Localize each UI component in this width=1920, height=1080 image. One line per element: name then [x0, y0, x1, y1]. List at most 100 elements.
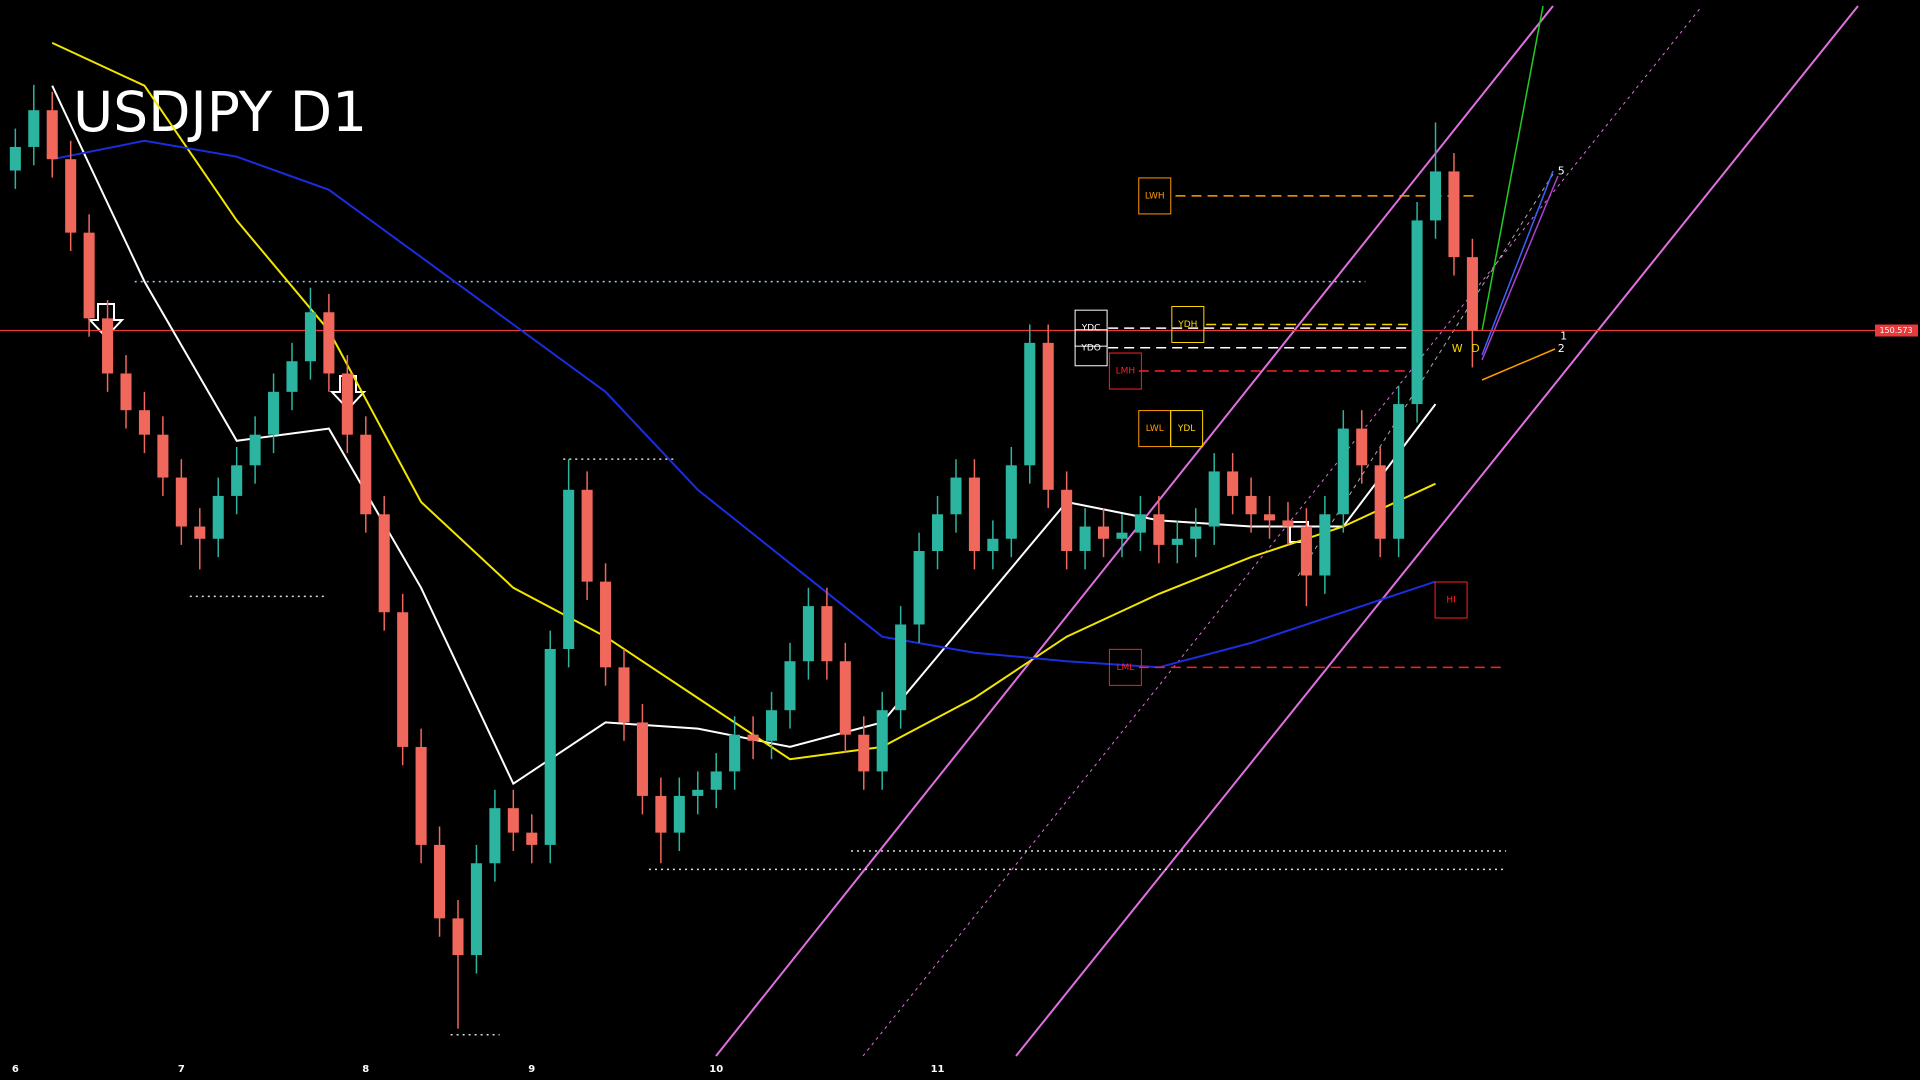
- level-box: [1108, 352, 1142, 390]
- candle-body: [895, 624, 907, 711]
- candle-body: [212, 495, 224, 539]
- candle-body: [470, 863, 482, 956]
- candle-body: [1263, 514, 1276, 521]
- candle-body: [268, 391, 280, 435]
- candle-body: [341, 373, 353, 435]
- candle-body: [194, 526, 206, 539]
- chart-title: USDJPY D1: [73, 80, 367, 144]
- candle-body: [415, 746, 427, 845]
- level-box: [1074, 309, 1108, 347]
- price-tag: [1875, 324, 1918, 337]
- annotation: 2: [1558, 342, 1565, 355]
- candle-body: [1393, 404, 1405, 539]
- trend-drawings: [87, 5, 1859, 1057]
- candle-body: [46, 110, 58, 160]
- price-tag-label: 150.573: [1879, 326, 1912, 335]
- candle-body: [544, 648, 556, 845]
- candle-body: [1153, 514, 1165, 545]
- candle-body: [1134, 514, 1146, 533]
- candle-body: [1190, 526, 1202, 539]
- candle-body: [489, 808, 501, 864]
- candle-body: [821, 606, 833, 662]
- level-box: [1170, 410, 1204, 448]
- candle-body: [766, 710, 778, 741]
- candle-body: [452, 918, 464, 956]
- candle-body: [600, 581, 612, 668]
- level-box: [1434, 581, 1468, 619]
- candle-body: [378, 514, 390, 613]
- candle-body: [987, 538, 999, 552]
- candle-body: [1300, 526, 1312, 576]
- candle-body: [802, 606, 814, 662]
- sell-arrow: [329, 375, 367, 411]
- candle-body: [120, 373, 132, 411]
- candle-body: [1061, 489, 1073, 552]
- level-box: [1108, 648, 1142, 686]
- candle-body: [1208, 471, 1220, 527]
- projection-line: [1481, 348, 1556, 381]
- candle-body: [9, 146, 21, 171]
- candle-body: [157, 434, 169, 478]
- x-tick-label: 7: [178, 1064, 185, 1075]
- candle-body: [138, 410, 150, 435]
- candle-body: [655, 795, 667, 833]
- sell-arrow: [87, 303, 125, 339]
- channel-line: [715, 5, 1554, 1057]
- candle-body: [876, 710, 888, 772]
- candle-body: [1429, 171, 1442, 221]
- annotation: 1: [1560, 330, 1567, 343]
- level-label: LWL: [1146, 424, 1164, 434]
- candle-body: [858, 734, 870, 772]
- x-tick-label: 6: [12, 1064, 19, 1075]
- candle-body: [618, 667, 630, 723]
- candle-body: [932, 514, 944, 552]
- candle-body: [673, 795, 685, 833]
- level-label: HI: [1446, 596, 1455, 606]
- candle-body: [1448, 171, 1460, 258]
- level-label: LML: [1116, 663, 1134, 673]
- moving-average: [51, 85, 1437, 786]
- projection-line: [1481, 5, 1544, 332]
- x-tick-label: 10: [709, 1064, 723, 1075]
- candle-body: [175, 477, 187, 527]
- level-label: LWH: [1145, 191, 1165, 201]
- candle-body: [636, 722, 648, 796]
- candle-body: [563, 489, 575, 649]
- channel-line: [1015, 5, 1859, 1057]
- candle-body: [1374, 465, 1386, 539]
- candle-body: [507, 808, 519, 833]
- candle-body: [28, 110, 40, 147]
- level-label: YDH: [1177, 320, 1197, 330]
- candle-body: [747, 734, 759, 741]
- candle-body: [710, 771, 722, 790]
- level-box: [1074, 329, 1108, 367]
- level-label: YDL: [1177, 424, 1195, 434]
- candle-body: [581, 489, 593, 582]
- candle-body: [526, 832, 538, 845]
- candle-body: [1098, 526, 1110, 539]
- candle-body: [286, 361, 298, 392]
- x-tick-label: 11: [931, 1064, 945, 1075]
- level-box: [1138, 177, 1172, 215]
- level-label: YDO: [1080, 343, 1101, 353]
- level-label: LMH: [1116, 367, 1136, 377]
- candle-body: [397, 612, 409, 747]
- moving-average: [52, 139, 1436, 669]
- candle-body: [304, 312, 316, 362]
- candle-body: [1245, 495, 1257, 515]
- candle-body: [1171, 538, 1183, 545]
- candle-body: [1356, 428, 1368, 466]
- annotation: W: [1452, 342, 1463, 355]
- projection-line: [1481, 170, 1554, 356]
- candle-body: [1005, 465, 1017, 539]
- candle-body: [1337, 428, 1349, 515]
- candle-body: [1024, 342, 1036, 466]
- candle-body: [729, 734, 741, 772]
- candle-body: [1282, 520, 1294, 527]
- candle-body: [968, 477, 980, 552]
- candle-body: [249, 434, 261, 466]
- candle-body: [323, 312, 335, 374]
- candle-body: [434, 844, 446, 919]
